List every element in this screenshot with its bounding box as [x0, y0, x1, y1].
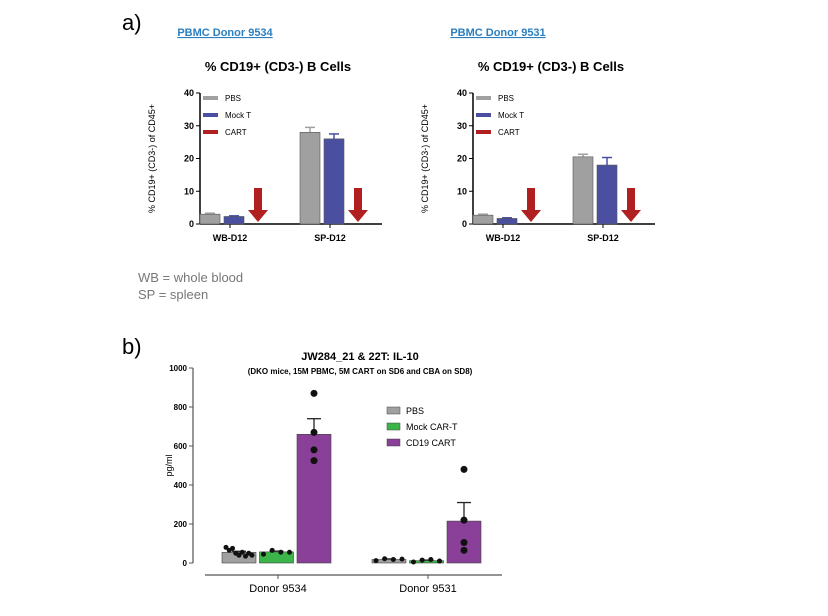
data-point: [278, 549, 284, 555]
chart-title: % CD19+ (CD3-) B Cells: [478, 59, 624, 74]
y-tick-label: 0: [462, 219, 467, 229]
data-point: [310, 446, 318, 454]
data-point: [310, 389, 318, 397]
data-point: [437, 558, 442, 564]
y-tick-label: 1000: [169, 364, 187, 373]
chart-title: JW284_21 & 22T: IL-10: [301, 351, 418, 363]
bar-mock-t: [223, 216, 245, 225]
legend-label: Mock T: [225, 111, 251, 120]
legend-swatch: [386, 438, 401, 447]
bar-mock-car-t: [259, 551, 294, 564]
data-point: [239, 549, 245, 555]
panel-label-a: a): [122, 10, 142, 35]
data-point: [230, 545, 235, 551]
data-point: [390, 556, 396, 562]
bar-mock-t: [496, 218, 518, 225]
data-point: [411, 559, 416, 565]
y-tick-label: 20: [457, 154, 467, 164]
bar-mock-t: [596, 164, 618, 225]
data-point: [382, 556, 388, 562]
y-tick-label: 10: [184, 186, 194, 196]
x-tick-label: SP-D12: [587, 233, 619, 243]
x-tick-label: SP-D12: [314, 233, 346, 243]
y-tick-label: 600: [174, 442, 188, 451]
data-point: [269, 547, 275, 553]
panel-label-b: b): [122, 334, 142, 359]
data-point: [460, 516, 468, 524]
bar-cd19-cart: [296, 433, 332, 564]
data-point: [460, 546, 468, 554]
y-tick-label: 0: [189, 219, 194, 229]
data-point: [287, 549, 292, 555]
y-axis-label: % CD19+ (CD3-) of CD45+: [147, 104, 157, 213]
y-tick-label: 400: [174, 481, 188, 490]
data-point: [460, 465, 468, 473]
chart-subtitle: (DKO mice, 15M PBMC, 5M CART on SD6 and …: [248, 367, 473, 376]
data-point: [236, 552, 242, 558]
legend-swatch: [386, 406, 401, 415]
legend-label: PBS: [406, 406, 424, 416]
bar-pbs: [371, 559, 407, 564]
y-axis-label: % CD19+ (CD3-) of CD45+: [420, 104, 430, 213]
data-point: [243, 553, 248, 559]
data-point: [419, 557, 425, 563]
cart-down-arrow: [621, 188, 641, 222]
donor-title: PBMC Donor 9534: [177, 27, 273, 39]
cart-down-arrow: [521, 188, 541, 222]
y-tick-label: 40: [184, 88, 194, 98]
y-tick-label: 200: [174, 520, 188, 529]
data-point: [249, 552, 255, 558]
data-point: [373, 558, 379, 564]
bar-pbs: [572, 156, 594, 225]
bar-pbs: [472, 214, 494, 225]
y-tick-label: 40: [457, 88, 467, 98]
bar-pbs: [299, 132, 321, 225]
data-point: [460, 539, 468, 547]
data-point: [310, 457, 318, 465]
legend-label: Mock T: [498, 111, 524, 120]
cart-down-arrow: [248, 188, 268, 222]
y-tick-label: 0: [183, 559, 188, 568]
x-tick-label: Donor 9534: [249, 583, 307, 595]
data-point: [399, 556, 405, 562]
data-point: [223, 544, 229, 550]
legend-swatch: [386, 422, 401, 431]
legend-label: CD19 CART: [406, 438, 456, 448]
bar-pbs: [199, 213, 221, 225]
y-tick-label: 800: [174, 403, 188, 412]
y-tick-label: 10: [457, 186, 467, 196]
note-wb: WB = whole blood: [138, 270, 244, 285]
legend-label: Mock CAR-T: [406, 422, 458, 432]
x-tick-label: WB-D12: [486, 233, 521, 243]
data-point: [261, 551, 266, 557]
bar-mock-t: [323, 138, 345, 225]
cart-down-arrow: [348, 188, 368, 222]
note-sp: SP = spleen: [138, 287, 209, 302]
x-tick-label: Donor 9531: [399, 583, 457, 595]
y-tick-label: 20: [184, 154, 194, 164]
legend-label: CART: [498, 128, 520, 137]
bar-mock-car-t: [409, 560, 444, 564]
legend-label: PBS: [498, 94, 514, 103]
legend-label: PBS: [225, 94, 241, 103]
y-tick-label: 30: [184, 121, 194, 131]
y-tick-label: 30: [457, 121, 467, 131]
donor-title: PBMC Donor 9531: [450, 27, 545, 39]
x-tick-label: WB-D12: [213, 233, 248, 243]
chart-title: % CD19+ (CD3-) B Cells: [205, 59, 351, 74]
data-point: [428, 556, 434, 562]
legend-label: CART: [225, 128, 247, 137]
y-axis-label: pg/ml: [164, 454, 174, 476]
data-point: [310, 428, 318, 436]
